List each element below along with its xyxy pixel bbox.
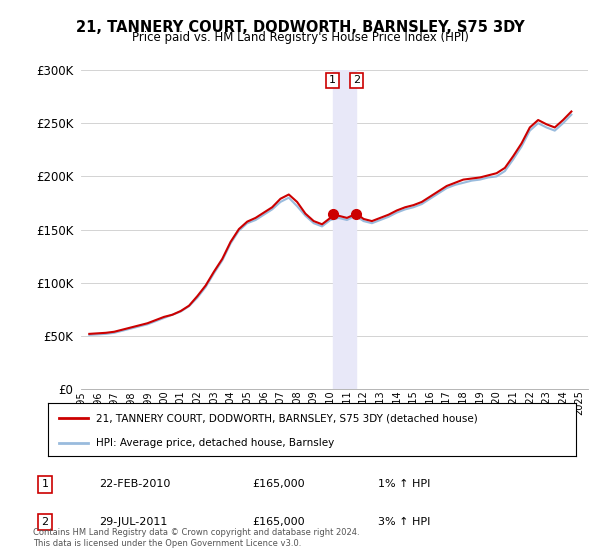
Text: £165,000: £165,000	[252, 479, 305, 489]
Text: 1% ↑ HPI: 1% ↑ HPI	[378, 479, 430, 489]
Text: 21, TANNERY COURT, DODWORTH, BARNSLEY, S75 3DY (detached house): 21, TANNERY COURT, DODWORTH, BARNSLEY, S…	[95, 413, 477, 423]
Text: £165,000: £165,000	[252, 517, 305, 527]
Text: 2: 2	[41, 517, 49, 527]
Text: 1: 1	[41, 479, 49, 489]
Text: 3% ↑ HPI: 3% ↑ HPI	[378, 517, 430, 527]
Text: Contains HM Land Registry data © Crown copyright and database right 2024.
This d: Contains HM Land Registry data © Crown c…	[33, 528, 359, 548]
Text: Price paid vs. HM Land Registry's House Price Index (HPI): Price paid vs. HM Land Registry's House …	[131, 31, 469, 44]
Text: 2: 2	[353, 76, 360, 85]
Text: 29-JUL-2011: 29-JUL-2011	[99, 517, 167, 527]
Text: HPI: Average price, detached house, Barnsley: HPI: Average price, detached house, Barn…	[95, 438, 334, 448]
Text: 22-FEB-2010: 22-FEB-2010	[99, 479, 170, 489]
Bar	[332, 70, 356, 389]
Text: 1: 1	[329, 76, 336, 85]
Text: 21, TANNERY COURT, DODWORTH, BARNSLEY, S75 3DY: 21, TANNERY COURT, DODWORTH, BARNSLEY, S…	[76, 20, 524, 35]
